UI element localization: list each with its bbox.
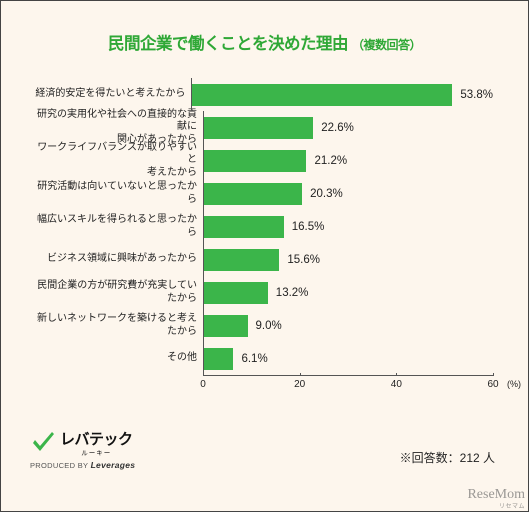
bar-row: その他 6.1% — [33, 342, 493, 375]
category-label: 新しいネットワークを築けると考えたから — [33, 313, 203, 338]
bar-row: ワークライフバランスが取りやすいと考えたから 21.2% — [33, 144, 493, 177]
bar-row: 研究の実用化や社会への直接的な貢献に関心があったから 22.6% — [33, 111, 493, 144]
bar-cell: 53.8% — [191, 78, 493, 111]
category-label: 研究の実用化や社会への直接的な貢献に関心があったから — [33, 109, 203, 147]
bar-cell: 6.1% — [203, 342, 493, 375]
logo-text: レバテック ルーキー — [60, 428, 133, 457]
bar — [204, 348, 233, 370]
value-label: 53.8% — [460, 89, 493, 101]
value-label: 6.1% — [241, 353, 267, 365]
bar — [204, 183, 302, 205]
logo-block: レバテック ルーキー PRODUCED BY Leverages — [30, 428, 135, 470]
logo-big: レバテック — [60, 431, 133, 448]
bar-row: 経済的安定を得たいと考えたから 53.8% — [33, 78, 493, 111]
bar-row: 研究活動は向いていないと思ったから 20.3% — [33, 177, 493, 210]
bar — [204, 282, 268, 304]
bar-row: 民間企業の方が研究費が充実していたから 13.2% — [33, 276, 493, 309]
bar — [192, 84, 452, 106]
check-icon — [30, 431, 56, 455]
category-label: その他 — [33, 352, 203, 365]
logo-small: ルーキー — [60, 447, 133, 457]
category-label: 民間企業の方が研究費が充実していたから — [33, 280, 203, 305]
bar-cell: 16.5% — [203, 210, 493, 243]
category-label: 幅広いスキルを得られると思ったから — [33, 214, 203, 239]
bar-cell: 9.0% — [203, 309, 493, 342]
bar-row: ビジネス領域に興味があったから 15.6% — [33, 243, 493, 276]
bar-cell: 13.2% — [203, 276, 493, 309]
bar — [204, 117, 313, 139]
watermark: ReseMom リセマム — [467, 487, 525, 510]
bar — [204, 216, 284, 238]
produced-brand: Leverages — [91, 460, 136, 470]
bar-row: 新しいネットワークを築けると考えたから 9.0% — [33, 309, 493, 342]
tick-label: 0 — [200, 379, 206, 390]
tick-label: 20 — [294, 379, 305, 390]
chart: 経済的安定を得たいと考えたから 53.8% 研究の実用化や社会への直接的な貢献に関心… — [33, 78, 493, 393]
value-label: 21.2% — [314, 155, 347, 167]
bar — [204, 150, 306, 172]
value-label: 22.6% — [321, 122, 354, 134]
title-main: 民間企業で働くことを決めた理由 — [108, 35, 348, 53]
watermark-sub: リセマム — [467, 501, 525, 510]
bar-cell: 15.6% — [203, 243, 493, 276]
value-label: 13.2% — [276, 287, 309, 299]
category-label: 経済的安定を得たいと考えたから — [33, 88, 191, 101]
value-label: 20.3% — [310, 188, 343, 200]
bar-cell: 21.2% — [203, 144, 493, 177]
produced-prefix: PRODUCED BY — [30, 461, 91, 470]
category-label: 研究活動は向いていないと思ったから — [33, 181, 203, 206]
bar — [204, 249, 279, 271]
tick-label: 40 — [391, 379, 402, 390]
category-label: ワークライフバランスが取りやすいと考えたから — [33, 142, 203, 180]
value-label: 15.6% — [287, 254, 320, 266]
chart-title: 民間企業で働くことを決めた理由 （複数回答） — [28, 30, 501, 54]
x-axis: 0204060(%) — [203, 375, 493, 393]
value-label: 9.0% — [256, 320, 282, 332]
tick-label: 60 — [487, 379, 498, 390]
respondent-count: ※回答数：212 人 — [400, 449, 495, 466]
watermark-main: ReseMom — [467, 487, 525, 502]
produced-by: PRODUCED BY Leverages — [30, 460, 135, 470]
bar-cell: 20.3% — [203, 177, 493, 210]
bar — [204, 315, 248, 337]
value-label: 16.5% — [292, 221, 325, 233]
title-sub: （複数回答） — [352, 38, 421, 52]
category-label: ビジネス領域に興味があったから — [33, 253, 203, 266]
bar-cell: 22.6% — [203, 111, 493, 144]
bar-row: 幅広いスキルを得られると思ったから 16.5% — [33, 210, 493, 243]
